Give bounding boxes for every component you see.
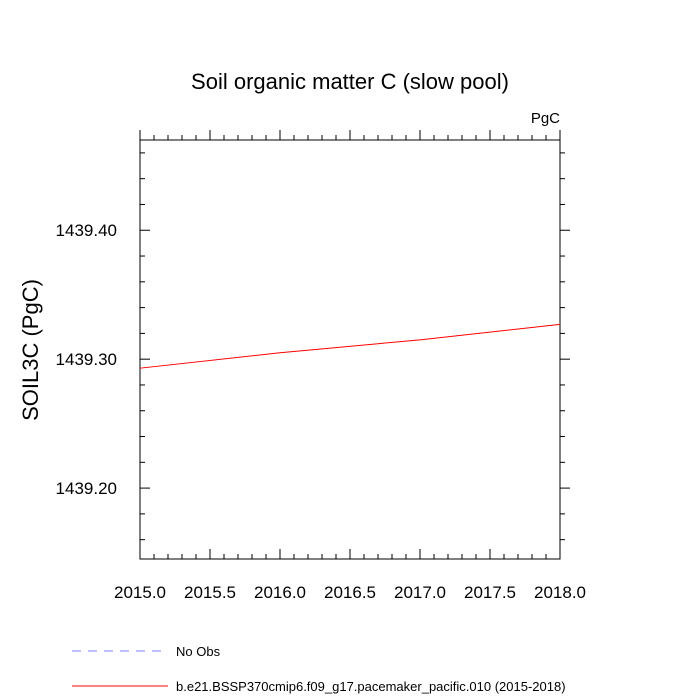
x-tick-label: 2018.0 — [534, 583, 586, 602]
x-axis: 2015.0 2015.5 2016.0 2016.5 2017.0 2017.5 2018… — [114, 130, 586, 602]
x-tick-label: 2015.5 — [184, 583, 236, 602]
x-tick-label: 2016.5 — [324, 583, 376, 602]
plot-frame — [139, 139, 561, 560]
y-axis: 1439.20 1439.30 1439.40 — [56, 152, 570, 541]
y-tick-label: 1439.40 — [56, 221, 117, 240]
plot-area — [139, 139, 561, 560]
x-tick-label: 2017.0 — [394, 583, 446, 602]
chart-title: Soil organic matter C (slow pool) — [191, 69, 509, 94]
y-tick-label: 1439.30 — [56, 350, 117, 369]
x-tick-label: 2017.5 — [464, 583, 516, 602]
legend-label-no-obs: No Obs — [176, 644, 221, 659]
x-tick-label: 2015.0 — [114, 583, 166, 602]
legend-label-model-run: b.e21.BSSP370cmip6.f09_g17.pacemaker_pac… — [176, 679, 566, 694]
y-tick-label: 1439.20 — [56, 479, 117, 498]
x-tick-label: 2016.0 — [254, 583, 306, 602]
y-axis-label: SOIL3C (PgC) — [18, 279, 43, 421]
units-label: PgC — [531, 110, 560, 127]
legend: No Obs b.e21.BSSP370cmip6.f09_g17.pacema… — [72, 644, 566, 694]
series-line-0 — [139, 323, 561, 369]
